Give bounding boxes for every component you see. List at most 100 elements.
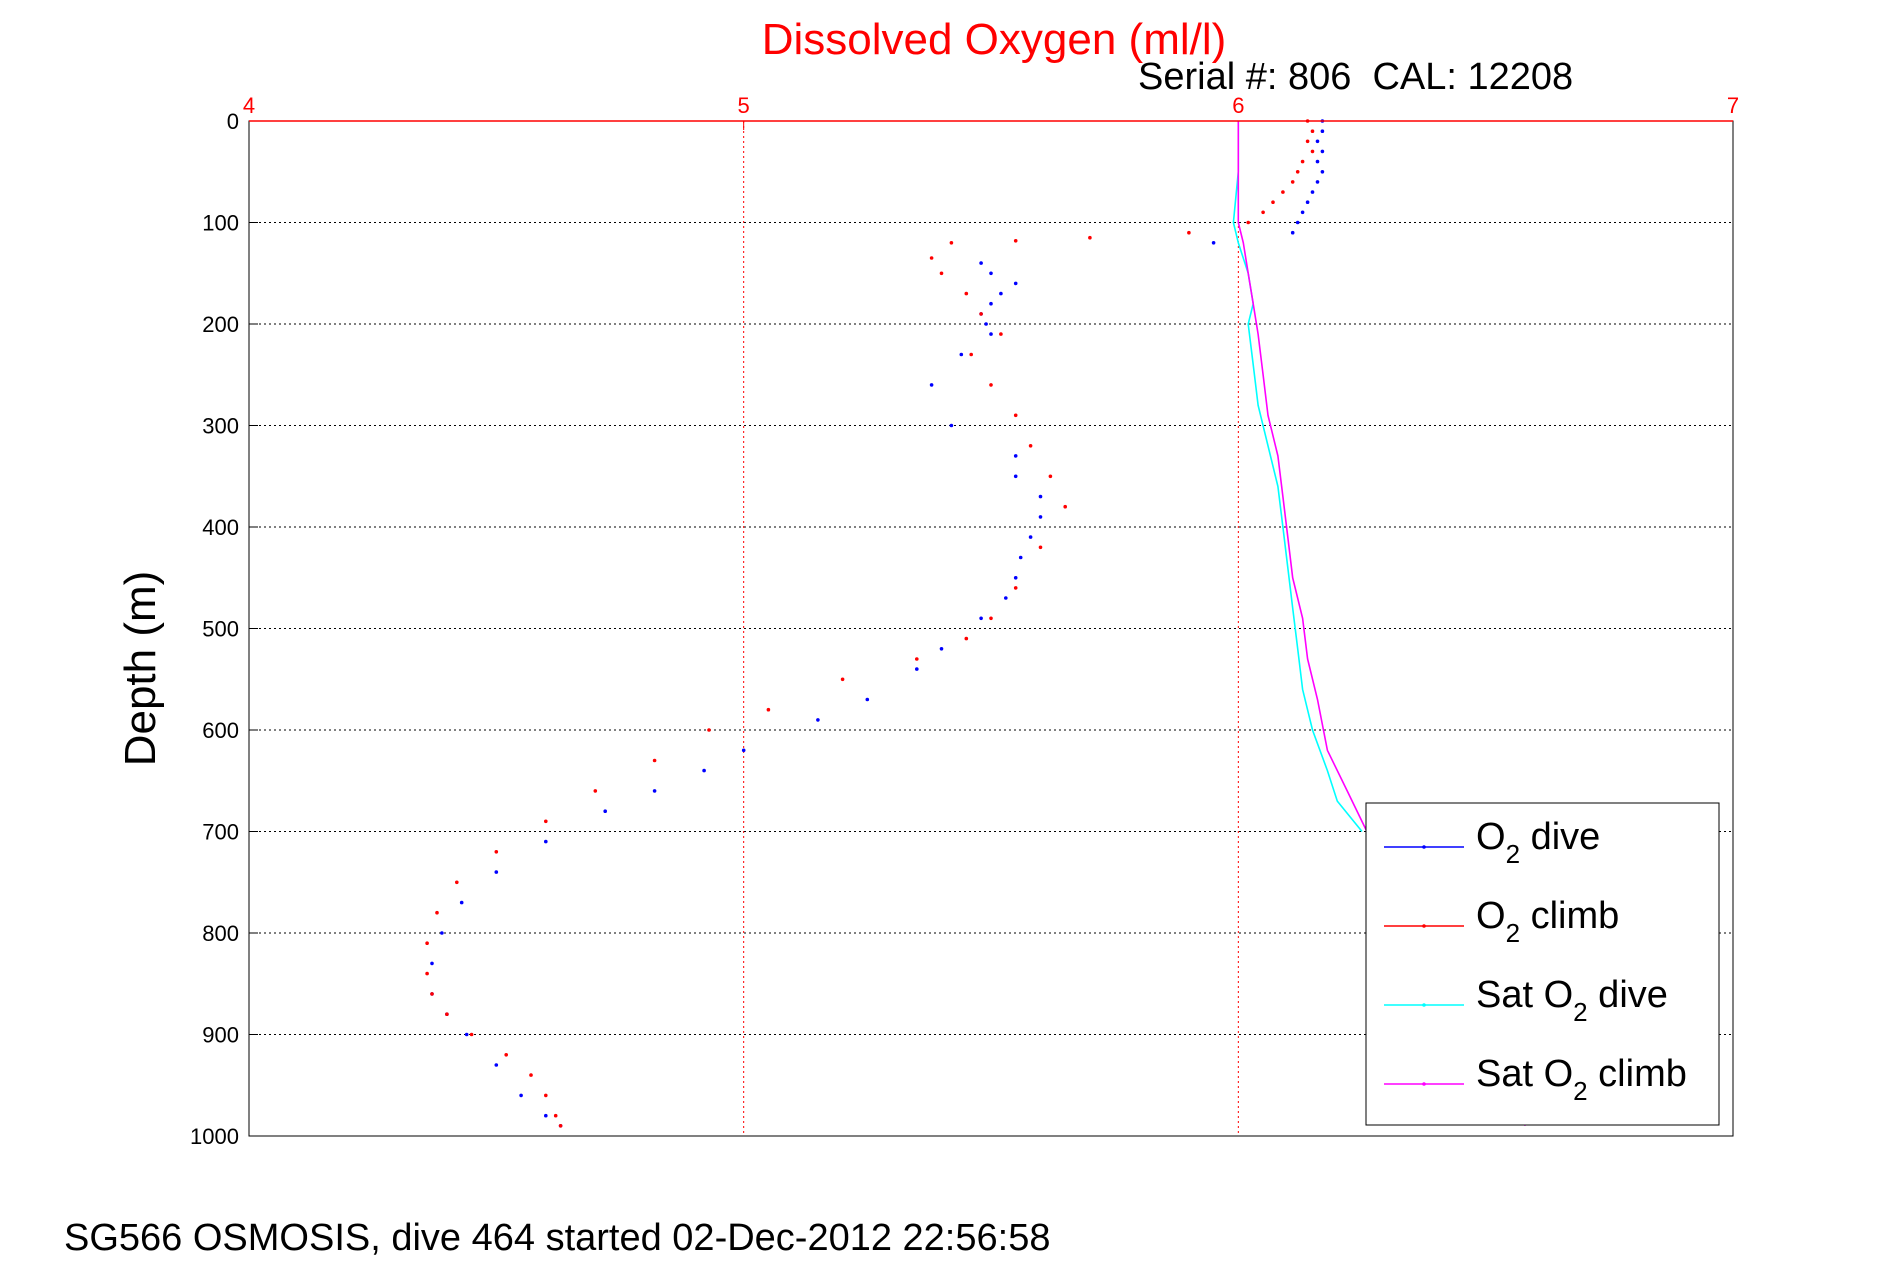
- legend-entry-sat-climb: Sat O2 climb: [1384, 1053, 1687, 1106]
- data-point: [1310, 190, 1315, 194]
- y-tick-label: 1000: [190, 1124, 239, 1149]
- y-tick-label: 300: [202, 414, 239, 439]
- x-tick-label: 6: [1232, 93, 1244, 118]
- y-tick-label: 800: [202, 921, 239, 946]
- data-point: [959, 352, 964, 357]
- data-point: [989, 616, 993, 621]
- data-point: [519, 1093, 523, 1098]
- footer-caption: SG566 OSMOSIS, dive 464 started 02-Dec-2…: [64, 1217, 1050, 1259]
- data-point: [1320, 129, 1325, 133]
- data-point: [865, 697, 870, 702]
- y-tick-label: 200: [202, 312, 239, 337]
- data-point: [989, 332, 993, 336]
- x-tick-label: 5: [738, 93, 750, 118]
- data-point: [469, 1032, 474, 1037]
- y-tick-label: 700: [202, 820, 239, 845]
- data-point: [464, 1032, 469, 1037]
- data-point: [1310, 149, 1315, 154]
- legend-entry-o2-climb: O2 climb: [1384, 895, 1619, 948]
- data-point: [1013, 239, 1018, 243]
- data-point: [1315, 139, 1320, 144]
- y-tick-label: 900: [202, 1023, 239, 1048]
- legend-label: O2 dive: [1476, 816, 1600, 869]
- legend-label: Sat O2 dive: [1476, 974, 1668, 1027]
- x-tick-label: 7: [1727, 93, 1739, 118]
- data-point: [999, 291, 1003, 296]
- data-point: [430, 961, 434, 966]
- y-tick-label: 0: [227, 109, 239, 134]
- data-point: [1038, 545, 1043, 550]
- data-point: [593, 789, 598, 793]
- data-point: [915, 657, 919, 661]
- data-point: [1187, 230, 1191, 235]
- data-point: [1315, 180, 1320, 184]
- data-point: [1013, 413, 1018, 418]
- data-point: [1271, 200, 1275, 204]
- data-point: [1261, 210, 1265, 215]
- data-point: [702, 768, 706, 773]
- data-point: [603, 809, 607, 813]
- data-point: [939, 647, 944, 651]
- chart-title: Dissolved Oxygen (ml/l): [762, 15, 1227, 64]
- legend: O2 dive O2 climb Sat O2 dive Sat O2 climb: [1365, 802, 1720, 1126]
- data-point: [1013, 576, 1018, 580]
- y-tick-label: 600: [202, 718, 239, 743]
- data-point: [544, 819, 548, 824]
- legend-marker: [1422, 1003, 1426, 1007]
- data-point: [1310, 129, 1315, 133]
- data-point: [707, 728, 711, 732]
- data-point: [741, 748, 746, 753]
- data-point: [455, 880, 459, 885]
- data-point: [544, 839, 548, 844]
- y-tick-labels: 0 100 200 300 400 500 600 700 800 900 1000: [190, 109, 258, 1149]
- data-point: [1281, 190, 1285, 194]
- data-point: [1300, 210, 1305, 215]
- data-point: [964, 291, 969, 296]
- data-point: [1048, 474, 1053, 479]
- data-point: [840, 677, 845, 682]
- data-point: [430, 992, 434, 996]
- data-point: [1088, 235, 1092, 240]
- legend-label: Sat O2 climb: [1476, 1053, 1687, 1106]
- y-axis-label: Depth (m): [116, 571, 165, 767]
- data-point: [435, 910, 439, 915]
- x-tick-labels: 4 5 6 7: [243, 93, 1739, 130]
- data-point: [989, 383, 993, 387]
- data-point: [1038, 515, 1043, 519]
- data-point: [949, 241, 954, 245]
- series-o2-dive: [430, 119, 1325, 1128]
- data-point: [1013, 454, 1018, 458]
- data-point: [979, 261, 983, 265]
- data-point: [652, 758, 657, 763]
- legend-marker: [1422, 1082, 1426, 1086]
- data-point: [1028, 444, 1033, 448]
- data-point: [445, 1012, 449, 1016]
- data-point: [1013, 474, 1018, 479]
- data-point: [915, 667, 919, 671]
- data-point: [425, 971, 429, 976]
- data-point: [949, 423, 954, 428]
- y-tick-label: 500: [202, 617, 239, 642]
- y-tick-label: 400: [202, 515, 239, 540]
- data-point: [529, 1073, 533, 1077]
- legend-entry-sat-dive: Sat O2 dive: [1384, 974, 1668, 1027]
- data-point: [1013, 281, 1018, 286]
- data-point: [494, 1063, 499, 1067]
- data-point: [425, 941, 429, 945]
- data-point: [929, 383, 934, 387]
- data-point: [1290, 230, 1295, 235]
- data-point: [504, 1053, 509, 1057]
- legend-entry-o2-dive: O2 dive: [1384, 816, 1600, 869]
- legend-marker: [1422, 845, 1426, 849]
- legend-label: O2 climb: [1476, 895, 1619, 948]
- data-point: [989, 271, 993, 276]
- series-sat-dive: [1232, 121, 1363, 833]
- legend-marker: [1422, 924, 1426, 928]
- data-point: [1320, 170, 1325, 174]
- data-point: [1211, 241, 1216, 245]
- data-point: [1038, 494, 1043, 499]
- data-point: [494, 850, 499, 854]
- data-point: [1320, 149, 1325, 154]
- data-point: [1305, 200, 1310, 204]
- data-point: [652, 789, 657, 793]
